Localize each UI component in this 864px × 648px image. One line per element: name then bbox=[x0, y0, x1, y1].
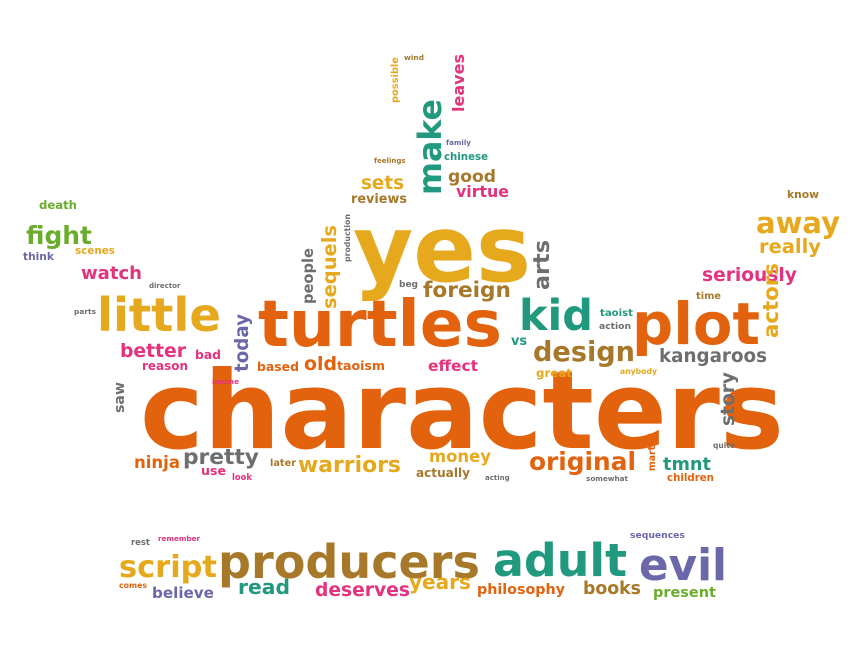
word-seriously: seriously bbox=[702, 265, 797, 286]
word-better: better bbox=[120, 341, 187, 362]
word-believe: believe bbox=[152, 584, 214, 602]
word-kangaroos: kangaroos bbox=[659, 346, 767, 367]
word-virtue: virtue bbox=[456, 182, 509, 201]
word-insane: insane bbox=[212, 377, 239, 386]
word-adult: adult bbox=[493, 533, 627, 587]
word-anybody: anybody bbox=[620, 367, 657, 376]
word-somewhat: somewhat bbox=[586, 474, 629, 483]
word-effect: effect bbox=[428, 357, 479, 375]
word-rest: rest bbox=[131, 537, 150, 547]
word-producers: producers bbox=[218, 535, 480, 589]
word-leaves: leaves bbox=[449, 54, 468, 112]
word-make: make bbox=[413, 99, 449, 195]
word-today: today bbox=[232, 314, 253, 372]
word-plot: plot bbox=[632, 291, 760, 358]
word-time: time bbox=[696, 291, 721, 302]
word-beg: beg bbox=[399, 280, 418, 290]
word-money: money bbox=[429, 447, 491, 466]
word-remember: remember bbox=[158, 534, 200, 543]
word-ninja: ninja bbox=[134, 453, 180, 472]
word-script: script bbox=[119, 550, 217, 585]
word-deserves: deserves bbox=[315, 580, 410, 601]
word-little: little bbox=[97, 288, 221, 342]
word-years: years bbox=[409, 570, 471, 594]
word-kid: kid bbox=[519, 291, 593, 341]
word-characters: characters bbox=[140, 349, 784, 474]
word-foreign: foreign bbox=[423, 278, 511, 303]
word-old: old bbox=[304, 353, 337, 375]
word-great: great bbox=[536, 366, 572, 380]
word-watch: watch bbox=[81, 263, 142, 284]
word-reason: reason bbox=[142, 359, 188, 373]
word-present: present bbox=[653, 585, 716, 601]
word-taoism: taoism bbox=[337, 358, 385, 373]
word-books: books bbox=[583, 579, 641, 599]
word-sequels: sequels bbox=[318, 225, 341, 309]
word-away: away bbox=[756, 206, 840, 240]
word-read: read bbox=[238, 575, 290, 599]
word-death: death bbox=[39, 198, 77, 212]
word-think: think bbox=[23, 250, 55, 263]
word-quite: quite bbox=[713, 441, 735, 450]
word-look: look bbox=[232, 472, 252, 482]
word-actually: actually bbox=[416, 466, 470, 480]
word-warriors: warriors bbox=[298, 453, 401, 478]
word-original: original bbox=[529, 447, 636, 476]
word-bad: bad bbox=[195, 348, 221, 362]
word-based: based bbox=[257, 359, 299, 374]
word-know: know bbox=[787, 188, 819, 201]
word-parts: parts bbox=[74, 307, 97, 316]
word-evil: evil bbox=[639, 540, 727, 591]
word-fight: fight bbox=[26, 221, 92, 250]
word-scenes: scenes bbox=[75, 245, 115, 257]
word-philosophy: philosophy bbox=[477, 582, 566, 598]
word-family: family bbox=[446, 138, 471, 147]
word-acting: acting bbox=[485, 474, 510, 482]
word-vs: vs bbox=[511, 334, 527, 349]
word-action: action bbox=[599, 321, 631, 332]
word-use: use bbox=[201, 463, 226, 478]
word-people: people bbox=[300, 248, 317, 304]
word-director: director bbox=[149, 282, 181, 290]
word-saw: saw bbox=[112, 382, 128, 413]
word-production: production bbox=[343, 214, 352, 262]
word-sequences: sequences bbox=[630, 530, 685, 541]
word-actors: actors bbox=[759, 263, 784, 338]
word-children: children bbox=[667, 472, 714, 484]
word-really: really bbox=[759, 235, 821, 258]
word-arts: arts bbox=[529, 240, 555, 290]
word-martial: martial bbox=[647, 433, 658, 471]
word-wind: wind bbox=[404, 53, 424, 62]
word-turtles: turtles bbox=[258, 287, 502, 362]
word-feelings: feelings bbox=[374, 157, 406, 165]
word-design: design bbox=[533, 337, 635, 368]
word-reviews: reviews bbox=[351, 192, 407, 207]
word-possible: possible bbox=[390, 57, 401, 103]
word-pretty: pretty bbox=[183, 445, 259, 470]
word-good: good bbox=[448, 167, 496, 187]
word-yes: yes bbox=[353, 195, 531, 303]
word-chinese: chinese bbox=[444, 152, 488, 163]
word-story: story bbox=[718, 372, 739, 426]
word-sets: sets bbox=[361, 173, 404, 194]
word-comes: comes bbox=[119, 581, 147, 590]
word-tmnt: tmnt bbox=[663, 455, 711, 475]
word-later: later bbox=[270, 458, 296, 469]
word-taoist: taoist bbox=[600, 308, 633, 319]
